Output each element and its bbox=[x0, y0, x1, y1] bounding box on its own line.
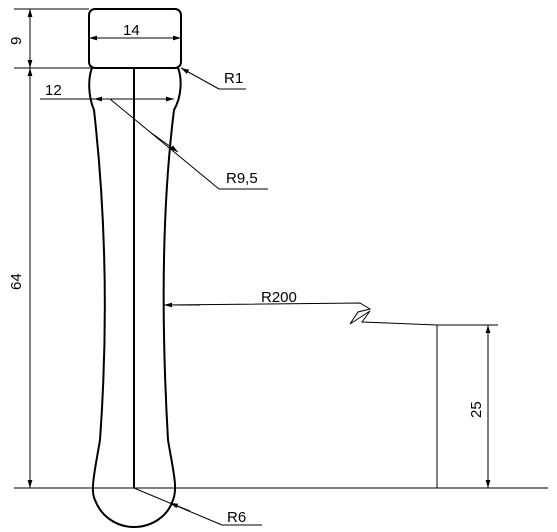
dim-width-neck-label: 12 bbox=[45, 82, 62, 99]
leader-r6: R6 bbox=[133, 487, 262, 526]
leader-r9-5: R9,5 bbox=[109, 98, 268, 190]
body-profile bbox=[88, 67, 182, 529]
leader-r1: R1 bbox=[180, 67, 246, 90]
radius-r200-label: R200 bbox=[261, 289, 297, 306]
dim-width-top: 14 bbox=[89, 22, 181, 41]
dim-height-total: 64 bbox=[8, 68, 548, 489]
radius-r6-label: R6 bbox=[227, 509, 246, 526]
radius-r1-label: R1 bbox=[224, 70, 243, 87]
leader-r200: R200 bbox=[163, 289, 438, 326]
dim-height-r200-label: 25 bbox=[468, 401, 485, 418]
dim-height-top-label: 9 bbox=[8, 37, 25, 45]
dim-width-neck: 12 bbox=[40, 82, 174, 102]
part-outline bbox=[88, 8, 182, 529]
radius-r9-5-label: R9,5 bbox=[226, 170, 258, 187]
dim-height-top: 9 bbox=[8, 8, 92, 69]
dim-width-top-label: 14 bbox=[123, 22, 140, 39]
dim-height-total-label: 64 bbox=[8, 273, 25, 290]
dim-height-r200: 25 bbox=[436, 324, 498, 488]
